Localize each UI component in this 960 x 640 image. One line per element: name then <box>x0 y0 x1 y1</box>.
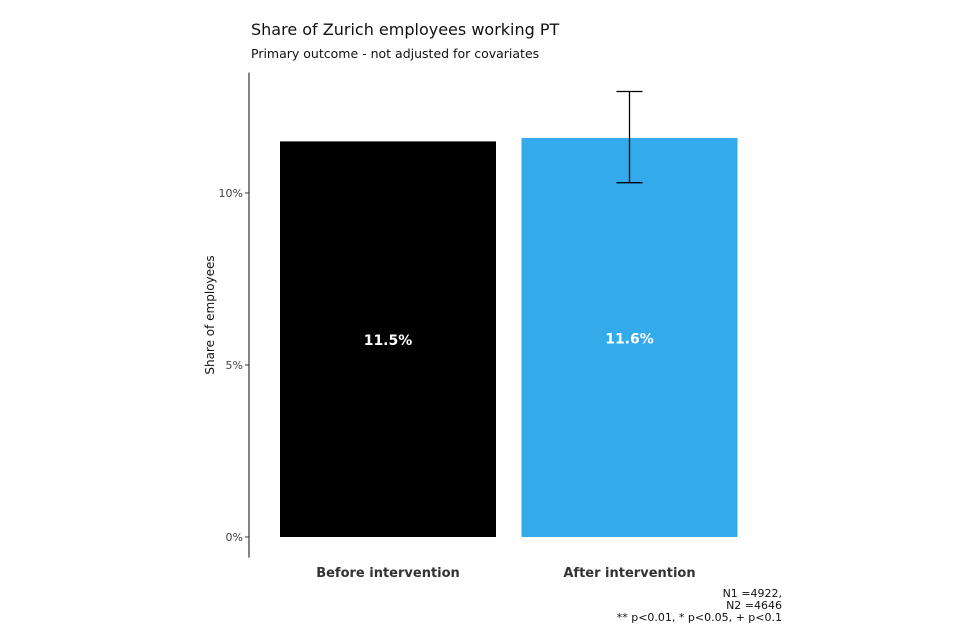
y-tick-label: 0% <box>226 531 243 544</box>
bar-value-label: 11.6% <box>605 331 654 347</box>
chart-subtitle: Primary outcome - not adjusted for covar… <box>251 46 540 61</box>
bar-after <box>521 137 738 537</box>
n1-note: N1 =4922, <box>722 587 782 600</box>
y-tick-label: 10% <box>219 187 243 200</box>
chart-title: Share of Zurich employees working PT <box>251 20 560 39</box>
bar-value-label: 11.5% <box>364 333 413 349</box>
n2-note: N2 =4646 <box>726 599 782 612</box>
x-tick-label: After intervention <box>563 566 695 581</box>
bar-before <box>280 141 496 537</box>
significance-note: ** p<0.01, * p<0.05, + p<0.1 <box>616 611 782 624</box>
y-tick-label: 5% <box>226 359 243 372</box>
footnote: N1 =4922, N2 =4646 ** p<0.01, * p<0.05, … <box>617 588 782 624</box>
x-tick-label: Before intervention <box>316 566 460 581</box>
